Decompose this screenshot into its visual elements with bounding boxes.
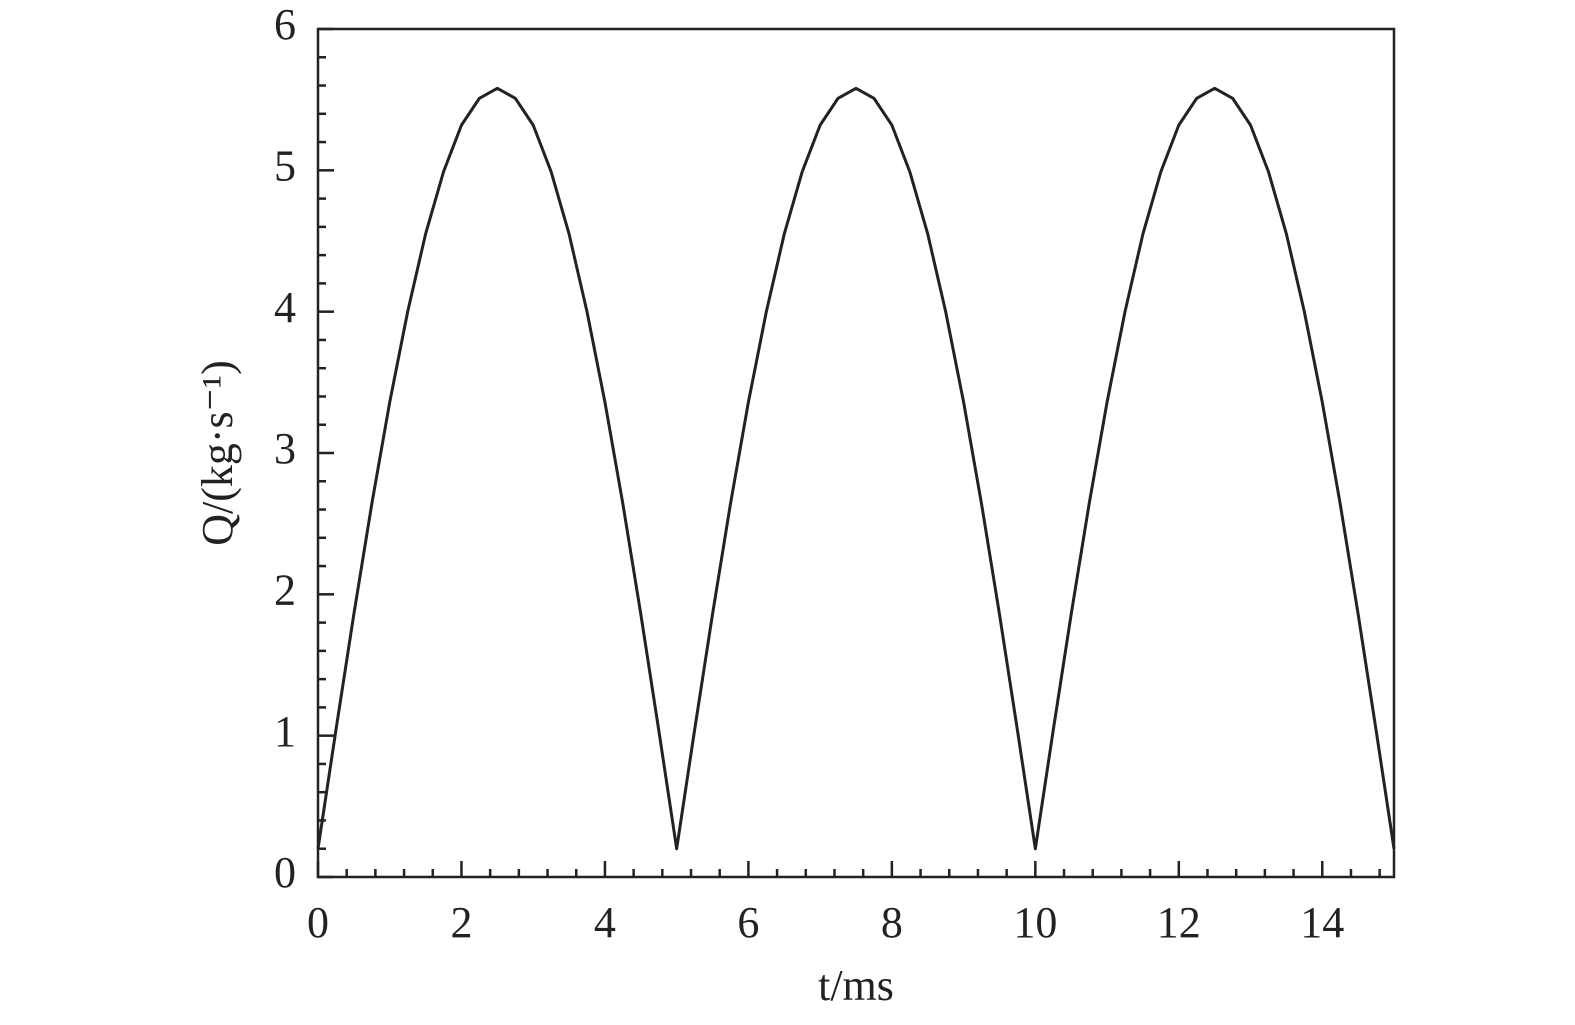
- y-tick-label: 3: [274, 424, 296, 473]
- x-tick-label: 4: [594, 898, 616, 947]
- line-series: [316, 86, 1396, 851]
- x-tick-label: 14: [1300, 898, 1344, 947]
- y-tick-label: 4: [274, 283, 296, 332]
- y-tick-label: 0: [274, 848, 296, 897]
- x-tick-label: 12: [1157, 898, 1201, 947]
- x-tick-label: 6: [737, 898, 759, 947]
- x-tick-label: 2: [450, 898, 472, 947]
- plot-frame: [316, 27, 1396, 879]
- x-tick-label: 10: [1013, 898, 1057, 947]
- x-axis-label: t/ms: [818, 961, 894, 1010]
- y-tick-label: 5: [274, 141, 296, 190]
- y-tick-label: 6: [274, 0, 296, 49]
- x-tick-label: 0: [307, 898, 329, 947]
- y-tick-label: 1: [274, 707, 296, 756]
- y-tick-label: 2: [274, 565, 296, 614]
- x-tick-label: 8: [881, 898, 903, 947]
- y-axis-label: Q/(kg·s⁻¹): [193, 360, 242, 546]
